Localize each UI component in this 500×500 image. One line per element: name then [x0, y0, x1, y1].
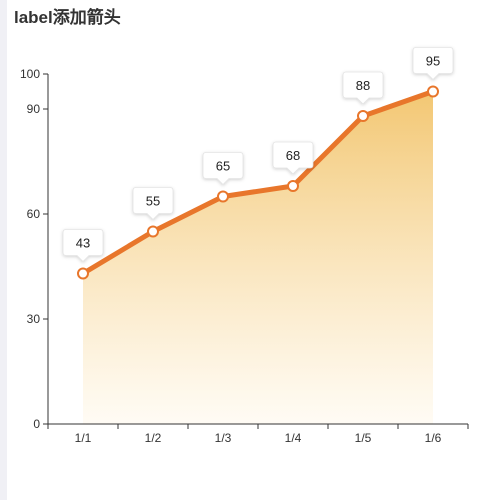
x-tick-label: 1/4: [285, 431, 302, 445]
area-fill: [83, 91, 433, 424]
data-label-box: [412, 47, 454, 81]
y-tick-label: 90: [27, 102, 41, 116]
data-label: 95: [426, 54, 440, 69]
data-label: 55: [146, 194, 160, 209]
x-tick-label: 1/5: [355, 431, 372, 445]
data-label-box: [62, 229, 104, 263]
y-tick-label: 0: [33, 417, 40, 431]
data-label-box: [342, 71, 384, 105]
left-strip: [0, 0, 7, 500]
y-tick-label: 30: [27, 312, 41, 326]
y-tick-label: 60: [27, 207, 41, 221]
x-tick-label: 1/3: [215, 431, 232, 445]
data-label: 65: [216, 159, 230, 174]
series-line: [80, 89, 436, 276]
data-label-box: [132, 187, 174, 221]
x-tick-label: 1/6: [425, 431, 442, 445]
data-point[interactable]: [147, 225, 159, 238]
chart-title: label添加箭头: [14, 8, 121, 27]
data-point[interactable]: [217, 190, 229, 203]
data-point[interactable]: [427, 85, 439, 98]
data-label-box: [272, 141, 314, 175]
x-tick-label: 1/2: [145, 431, 162, 445]
x-tick-label: 1/1: [75, 431, 92, 445]
data-point[interactable]: [287, 180, 299, 192]
y-tick-label: 100: [20, 67, 40, 81]
data-point[interactable]: [77, 267, 89, 280]
data-label-box: [202, 152, 244, 186]
data-point[interactable]: [357, 110, 369, 122]
data-label: 88: [356, 78, 370, 93]
data-label: 68: [286, 148, 300, 163]
data-label: 43: [76, 236, 90, 251]
